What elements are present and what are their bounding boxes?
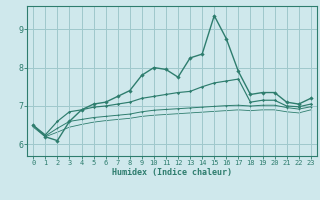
X-axis label: Humidex (Indice chaleur): Humidex (Indice chaleur): [112, 168, 232, 177]
